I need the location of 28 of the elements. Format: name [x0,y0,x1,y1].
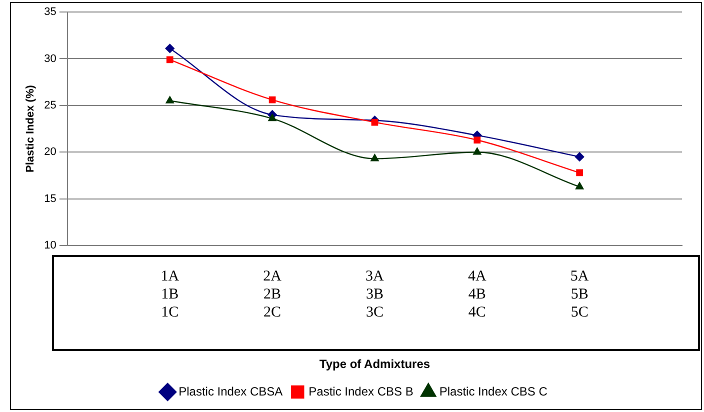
legend-label: Plastic Index CBSA [178,384,283,398]
x-tick-label: 3A 3B 3C [366,268,384,321]
point [574,152,584,162]
legend-label: Pastic Index CBS B [308,384,414,398]
y-tick-label: 20 [44,146,56,158]
point [370,154,379,162]
point [166,56,174,64]
x-tick-label: 5A 5B 5C [570,268,589,321]
point [268,114,276,122]
y-tick-label: 25 [44,99,56,112]
x-axis-title: Type of Admixtures [319,357,430,372]
point [576,182,584,190]
y-tick-label: 30 [44,52,56,65]
point [474,136,481,144]
point [576,169,583,176]
point [268,96,276,104]
y-tick-label: 10 [44,240,56,252]
x-tick-label: 4A 4B 4C [468,268,486,321]
point [165,44,174,54]
point [473,148,482,155]
y-axis-title: Plastic Index (%) [24,84,37,173]
y-tick-label: 35 [44,6,56,18]
point [166,96,174,104]
legend-label: Plastic Index CBS C [439,384,548,398]
x-tick-label: 1A 1B 1C [160,268,180,321]
point [371,118,378,126]
x-tick-label: 2A 2B 2C [263,268,282,321]
y-tick-label: 15 [44,192,56,205]
